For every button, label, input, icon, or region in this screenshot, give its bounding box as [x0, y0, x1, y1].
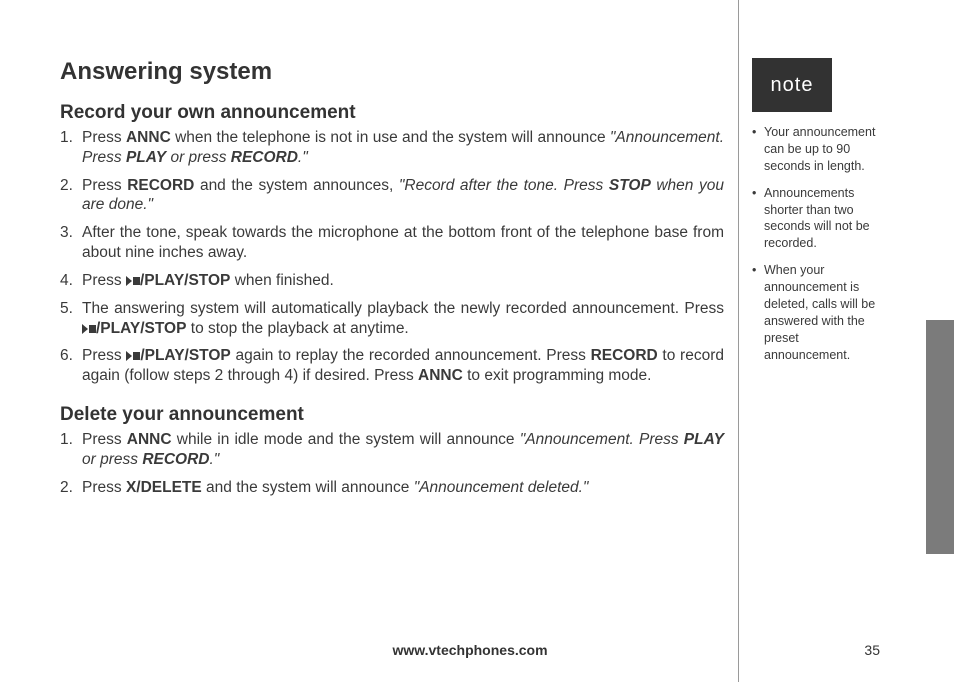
text-run: ." — [209, 451, 219, 468]
text-run: RECORD — [127, 177, 194, 194]
text-run: Press — [82, 431, 127, 448]
manual-page: Answering system Answering system Record… — [0, 0, 954, 682]
step-item: Press ANNC while in idle mode and the sy… — [60, 430, 724, 470]
text-run: The answering system will automatically … — [82, 300, 724, 317]
note-sidebar: note Your announcement can be up to 90 s… — [752, 58, 882, 373]
text-run: "Announcement. Press — [520, 431, 684, 448]
text-run: /PLAY/STOP — [140, 272, 230, 289]
text-run: when the telephone is not in use and the… — [171, 129, 610, 146]
text-run: ANNC — [126, 129, 171, 146]
text-run: PLAY — [126, 149, 166, 166]
text-run: STOP — [609, 177, 651, 194]
text-run: ." — [298, 149, 308, 166]
note-item: When your announcement is deleted, calls… — [752, 262, 882, 363]
note-list: Your announcement can be up to 90 second… — [752, 124, 882, 363]
main-content: Answering system Record your own announc… — [60, 58, 724, 506]
note-item: Your announcement can be up to 90 second… — [752, 124, 882, 175]
text-run: Press — [82, 479, 126, 496]
page-number: 35 — [864, 642, 880, 658]
text-run: X/DELETE — [126, 479, 202, 496]
step-item: The answering system will automatically … — [60, 299, 724, 339]
step-item: Press X/DELETE and the system will annou… — [60, 478, 724, 498]
step-item: Press /PLAY/STOP again to replay the rec… — [60, 346, 724, 386]
text-run: PLAY — [684, 431, 724, 448]
vertical-divider — [738, 0, 739, 682]
play-stop-icon — [126, 276, 140, 286]
note-item: Announcements shorter than two seconds w… — [752, 185, 882, 253]
text-run: to exit programming mode. — [463, 367, 652, 384]
note-badge: note — [752, 58, 832, 112]
text-run: or press — [166, 149, 231, 166]
text-run: /PLAY/STOP — [140, 347, 230, 364]
text-run: when finished. — [230, 272, 333, 289]
text-run: /PLAY/STOP — [96, 320, 186, 337]
step-item: After the tone, speak towards the microp… — [60, 223, 724, 263]
text-run: and the system announces, — [194, 177, 399, 194]
heading-delete: Delete your announcement — [60, 404, 724, 426]
text-run: Press — [82, 347, 126, 364]
text-run: again to replay the recorded announcemen… — [231, 347, 591, 364]
text-run: RECORD — [231, 149, 298, 166]
text-run: to stop the playback at anytime. — [186, 320, 408, 337]
steps-record: Press ANNC when the telephone is not in … — [60, 128, 724, 386]
text-run: Press — [82, 129, 126, 146]
play-stop-icon — [82, 324, 96, 334]
page-title: Answering system — [60, 58, 724, 86]
text-run: "Announcement deleted." — [414, 479, 589, 496]
text-run: RECORD — [591, 347, 658, 364]
step-item: Press /PLAY/STOP when finished. — [60, 271, 724, 291]
text-run: "Record after the tone. Press — [399, 177, 609, 194]
footer-url: www.vtechphones.com — [392, 642, 547, 658]
text-run: ANNC — [418, 367, 463, 384]
play-stop-icon — [126, 351, 140, 361]
text-run: Press — [82, 177, 127, 194]
text-run: Press — [82, 272, 126, 289]
text-run: After the tone, speak towards the microp… — [82, 224, 724, 261]
text-run: and the system will announce — [202, 479, 414, 496]
text-run: or press — [82, 451, 142, 468]
section-tab-bg — [926, 320, 954, 554]
steps-delete: Press ANNC while in idle mode and the sy… — [60, 430, 724, 497]
step-item: Press RECORD and the system announces, "… — [60, 176, 724, 216]
section-tab-label: Answering system — [923, 86, 951, 320]
heading-record: Record your own announcement — [60, 102, 724, 124]
text-run: RECORD — [142, 451, 209, 468]
text-run: while in idle mode and the system will a… — [172, 431, 520, 448]
text-run: ANNC — [127, 431, 172, 448]
step-item: Press ANNC when the telephone is not in … — [60, 128, 724, 168]
